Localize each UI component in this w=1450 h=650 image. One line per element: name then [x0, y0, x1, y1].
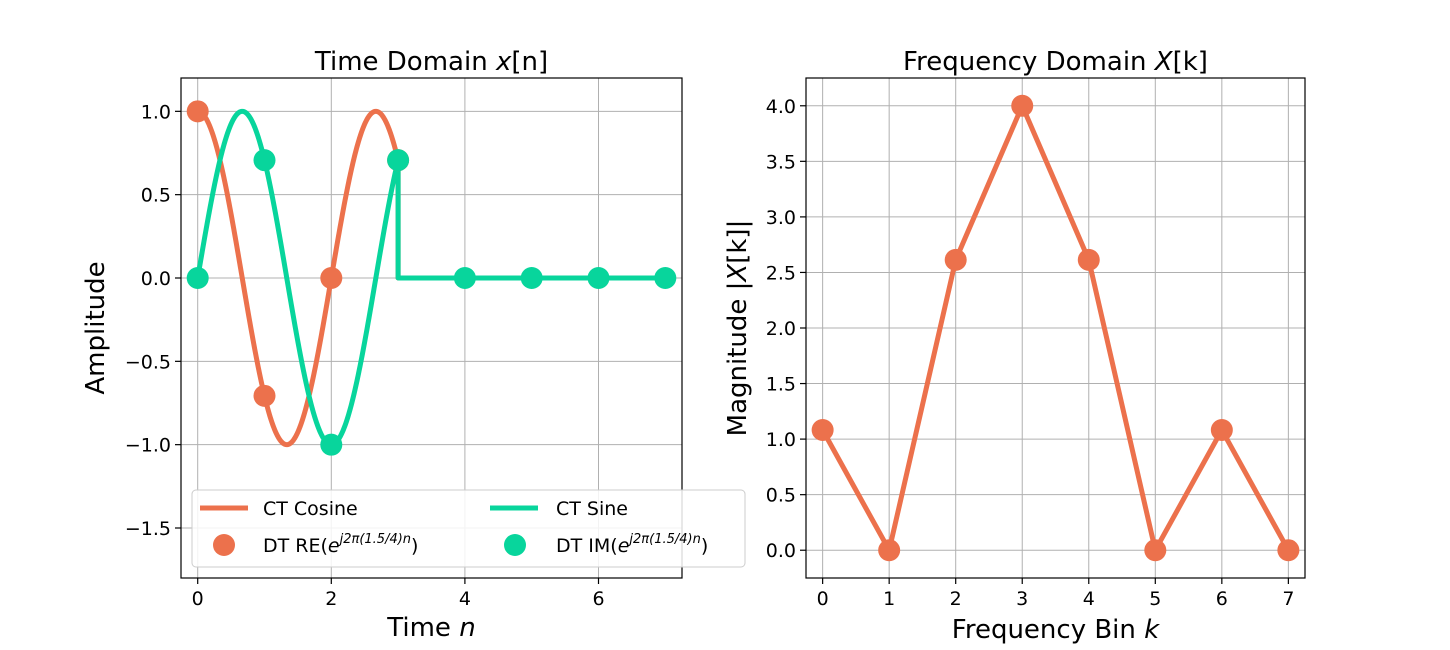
time-domain-ticks: 0 2 4 6 −1.5 −1.0 −0.5 0.0 0.5 1.0 — [125, 101, 605, 610]
frequency-domain-chart: 0 1 2 3 4 5 6 7 0.0 0.5 1.0 1.5 2.0 2.5 3.0 3.5 4.0 Freq… — [723, 47, 1306, 645]
frequency-domain-ytick-label: 3.0 — [766, 207, 796, 229]
magnitude-point — [1011, 94, 1034, 117]
time-domain-xtick-label: 6 — [592, 588, 604, 610]
ct-cosine-line — [195, 108, 666, 448]
time-domain-title: Time Domain x[n] — [314, 47, 548, 77]
frequency-domain-ytick-label: 3.5 — [766, 151, 796, 173]
dt-im-point — [654, 267, 677, 289]
magnitude-point — [1210, 419, 1233, 441]
dt-re-point — [186, 100, 209, 123]
time-domain-ytick-label: 0.0 — [141, 268, 171, 290]
frequency-domain-ytick-label: 1.0 — [766, 429, 796, 451]
legend-box — [191, 489, 746, 568]
legend-ct-sine-label: CT Sine — [556, 498, 628, 520]
frequency-domain-xtick-label: 6 — [1216, 588, 1228, 610]
frequency-domain-title: Frequency Domain X[k] — [903, 47, 1208, 77]
frequency-domain-xlabel: Frequency Bin k — [952, 615, 1160, 645]
magnitude-point — [811, 419, 834, 441]
frequency-domain-xtick-label: 5 — [1149, 588, 1161, 610]
frequency-domain-ytick-label: 4.0 — [766, 96, 796, 118]
dt-im-point — [453, 267, 476, 289]
legend-dt-im-swatch — [504, 534, 526, 556]
legend-dt-re-swatch — [213, 534, 235, 556]
time-domain-xtick-label: 2 — [325, 588, 337, 610]
time-domain-ytick-label: 0.5 — [141, 185, 171, 207]
dt-im-point — [520, 267, 543, 289]
dt-im-point — [253, 149, 276, 172]
dt-im-point — [320, 433, 343, 456]
time-domain-ytick-label: −1.0 — [125, 435, 171, 457]
time-domain-frame — [180, 77, 683, 579]
time-domain-ytick-label: −1.5 — [125, 518, 171, 540]
frequency-domain-grid — [806, 78, 1305, 578]
time-domain-ytick-label: −0.5 — [125, 351, 171, 373]
frequency-domain-series — [811, 94, 1300, 562]
frequency-domain-ytick-label: 2.5 — [766, 262, 796, 284]
time-domain-xtick-label: 0 — [192, 588, 204, 610]
magnitude-point — [1077, 248, 1100, 271]
magnitude-line — [820, 103, 1291, 553]
dt-im-point — [186, 267, 209, 289]
time-domain-series — [186, 100, 677, 456]
frequency-domain-ytick-label: 0.5 — [766, 485, 796, 507]
time-domain-legend: CT Cosine CT Sine DT RE(ej2π(1.5/4)n) DT… — [191, 489, 746, 568]
frequency-domain-xtick-label: 1 — [883, 588, 895, 610]
frequency-domain-ylabel: Magnitude |X[k]| — [723, 220, 753, 437]
magnitude-point — [1277, 539, 1300, 562]
dt-re-point — [253, 384, 276, 407]
time-domain-ytick-label: 1.0 — [141, 101, 171, 123]
frequency-domain-ticks: 0 1 2 3 4 5 6 7 0.0 0.5 1.0 1.5 2.0 2.5 3.0 3.5 4.0 — [766, 96, 1295, 610]
dt-re-point — [320, 267, 343, 289]
frequency-domain-ytick-label: 2.0 — [766, 318, 796, 340]
dt-im-point — [387, 149, 410, 172]
legend-dt-re-label: DT RE(ej2π(1.5/4)n) — [263, 532, 418, 557]
frequency-domain-xtick-label: 7 — [1282, 588, 1294, 610]
dt-im-point — [587, 267, 610, 289]
time-domain-xlabel: Time n — [386, 613, 475, 643]
magnitude-point — [878, 539, 901, 562]
frequency-domain-xtick-label: 0 — [817, 588, 829, 610]
time-domain-chart: 0 2 4 6 −1.5 −1.0 −0.5 0.0 0.5 1.0 Time Domain x[… — [81, 47, 746, 643]
ct-sine-line — [195, 108, 666, 448]
legend-dt-im-label: DT IM(ej2π(1.5/4)n) — [556, 532, 708, 557]
frequency-domain-xtick-label: 4 — [1083, 588, 1095, 610]
frequency-domain-ytick-label: 1.5 — [766, 374, 796, 396]
magnitude-point — [1144, 539, 1167, 562]
time-domain-ylabel: Amplitude — [81, 261, 111, 394]
legend-ct-cosine-label: CT Cosine — [263, 498, 358, 520]
time-domain-xtick-label: 4 — [459, 588, 471, 610]
frequency-domain-xtick-label: 2 — [950, 588, 962, 610]
frequency-domain-ytick-label: 0.0 — [766, 540, 796, 562]
magnitude-point — [944, 248, 967, 271]
frequency-domain-xtick-label: 3 — [1016, 588, 1028, 610]
